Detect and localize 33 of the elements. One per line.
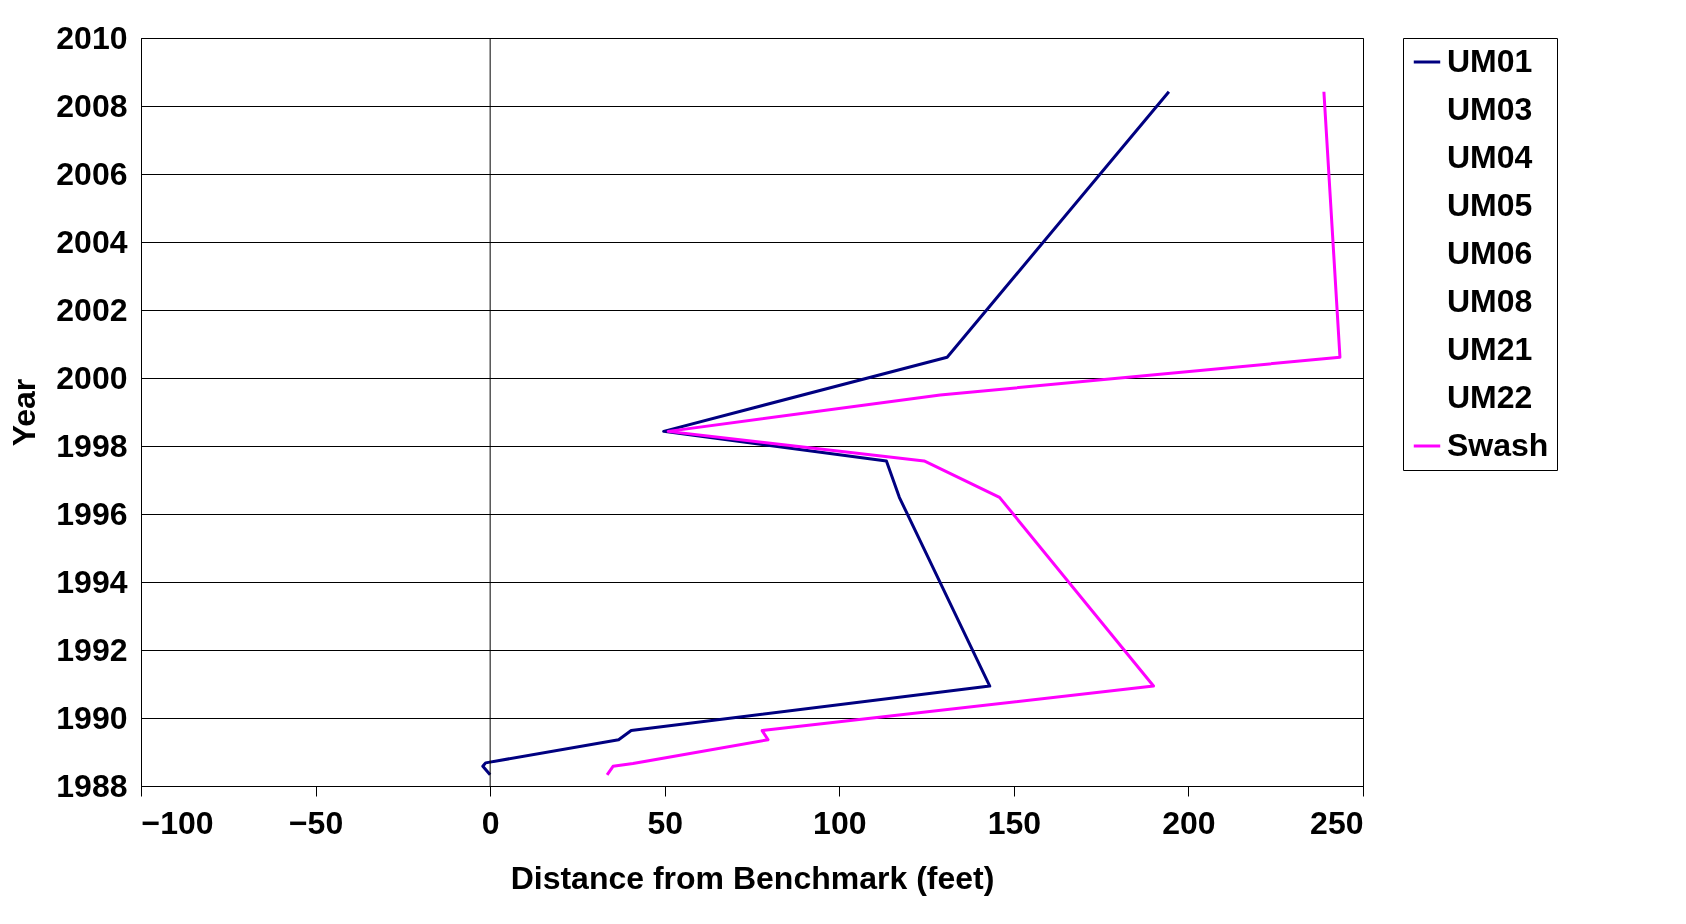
y-tick-label: 1996 (56, 495, 128, 532)
x-tick-label: 0 (481, 804, 500, 841)
x-tick-label: 250 (1310, 804, 1364, 841)
x-axis-title: Distance from Benchmark (feet) (510, 859, 995, 896)
y-tick-label: 2002 (56, 291, 128, 328)
text: UM05 (1447, 187, 1533, 223)
line-series (481, 90, 1171, 777)
legend-label: UM01 (1447, 43, 1533, 79)
y-tick-label: 1994 (56, 563, 128, 600)
text: UM08 (1447, 283, 1533, 319)
y-tick-label: 2006 (56, 155, 128, 192)
y-tick-label: 1988 (56, 767, 128, 804)
x-tick-label: −100 (141, 804, 214, 841)
legend-label: Swash (1447, 427, 1549, 463)
y-tick-label: 2008 (56, 87, 128, 124)
x-tick-label: 100 (813, 804, 867, 841)
y-tick-label: 1998 (56, 427, 128, 464)
x-tick-label: 200 (1162, 804, 1216, 841)
y-tick-label: 2004 (56, 223, 128, 260)
text: UM03 (1447, 91, 1533, 127)
y-tick-label: 2000 (56, 359, 128, 396)
text: UM06 (1447, 235, 1533, 271)
text: UM04 (1447, 139, 1533, 175)
y-tick-label: 1992 (56, 631, 128, 668)
x-tick-label: 150 (987, 804, 1042, 841)
x-tick-label: −50 (288, 804, 344, 841)
y-tick-label: 1990 (56, 699, 128, 736)
x-tick-label: 50 (647, 804, 684, 841)
y-axis-title: Year (6, 378, 43, 447)
text: UM22 (1447, 379, 1533, 415)
line-series (605, 90, 1342, 777)
text: UM21 (1447, 331, 1533, 367)
y-tick-label: 2010 (56, 19, 128, 56)
